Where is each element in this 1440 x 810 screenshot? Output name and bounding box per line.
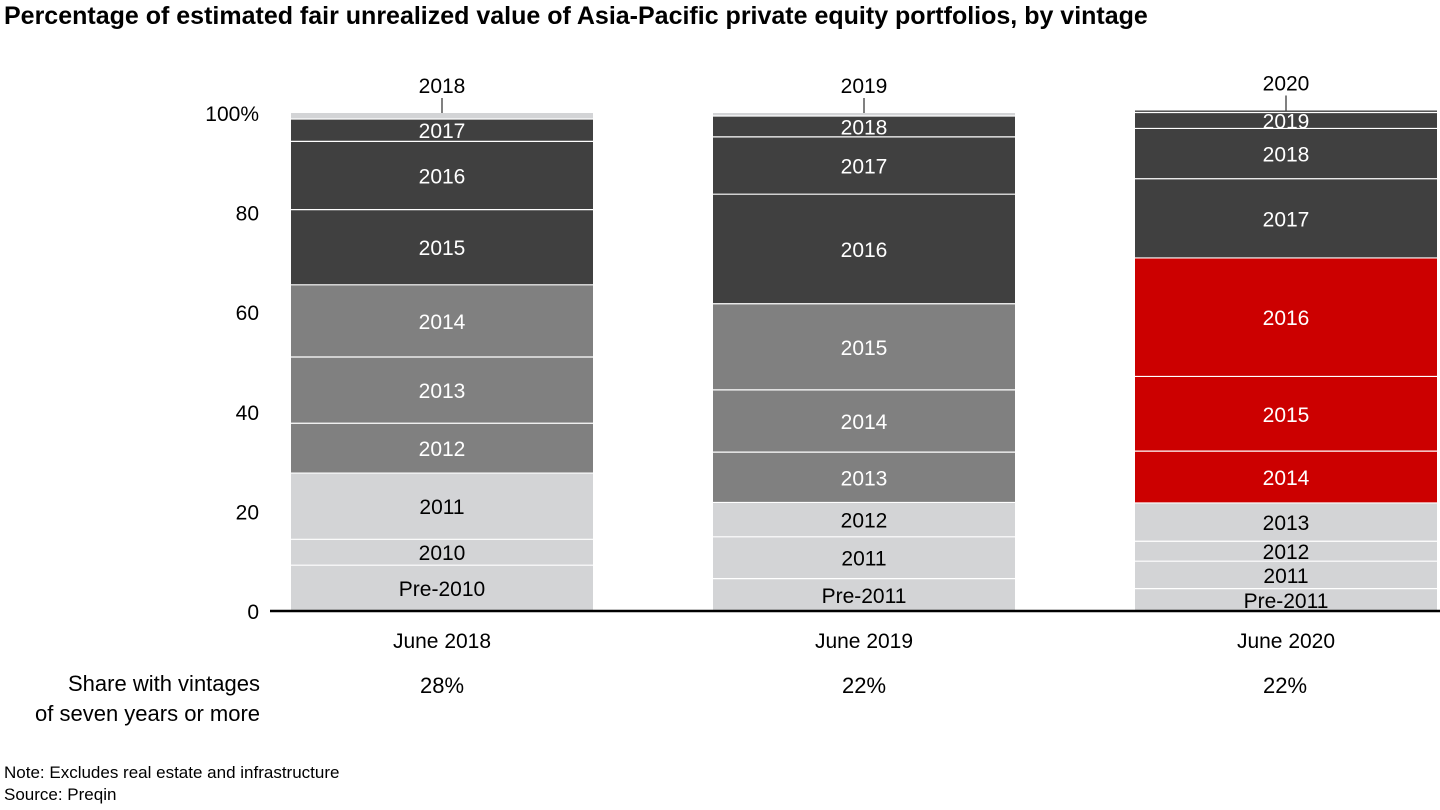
bar-segment: [1135, 561, 1437, 589]
bar-segment: [713, 136, 1015, 195]
segment-label: 2013: [1263, 512, 1310, 535]
segment-label: 2018: [841, 116, 888, 139]
bar-segment: [1135, 541, 1437, 562]
footnotes: Note: Excludes real estate and infrastru…: [4, 762, 339, 806]
bar-segment: [1135, 128, 1437, 179]
bar-segment: [291, 565, 593, 611]
bar-segment: [1135, 112, 1437, 129]
segment-label: 2015: [841, 337, 888, 360]
segment-label: 2014: [419, 311, 466, 334]
segment-label: 2013: [841, 467, 888, 490]
bar-segment: [1135, 451, 1437, 503]
bar-segment: [713, 452, 1015, 503]
share-label-line2: of seven years or more: [35, 701, 260, 726]
segment-label: 2012: [419, 438, 466, 461]
bar-segment: [1135, 110, 1437, 113]
segment-label: 2015: [419, 237, 466, 260]
bar-segment: [713, 115, 1015, 137]
bar-segment: [1135, 376, 1437, 452]
share-value-june-2018: 28%: [419, 673, 465, 698]
y-tick-label: 40: [236, 402, 259, 425]
y-tick-label: 60: [236, 302, 259, 325]
segment-label: 2019: [1263, 110, 1310, 133]
share-label-line1: Share with vintages: [68, 671, 260, 696]
segment-label: 2014: [1263, 467, 1310, 490]
segment-label: 2011: [1263, 565, 1308, 588]
y-tick-label: 20: [236, 501, 259, 524]
segment-label: Pre-2011: [1244, 590, 1329, 613]
bar-segment: [1135, 502, 1437, 542]
segment-label: 2016: [419, 165, 466, 188]
bar-segment: [291, 284, 593, 358]
bar-segment: [291, 118, 593, 142]
y-tick-label: 100%: [205, 103, 259, 126]
segment-label: 2017: [1263, 208, 1310, 231]
bar-segment: [713, 389, 1015, 453]
bar-segment: [291, 423, 593, 474]
bar-segment: [713, 578, 1015, 611]
y-tick-label: 80: [236, 203, 259, 226]
segment-label: 2017: [841, 156, 888, 179]
bar-segment: [291, 473, 593, 540]
x-category-label: June 2020: [1237, 630, 1335, 653]
share-label: Share with vintages of seven years or mo…: [0, 669, 260, 729]
segment-label: Pre-2010: [399, 578, 485, 601]
segment-label: 2020: [1263, 73, 1310, 96]
bar-segment: [291, 113, 593, 119]
chart-title: Percentage of estimated fair unrealized …: [4, 2, 1148, 30]
bar-segment: [713, 536, 1015, 579]
segment-label: Pre-2011: [822, 585, 907, 608]
segment-label: 2010: [419, 542, 466, 565]
bar-segment: [291, 539, 593, 566]
segment-label: 2016: [1263, 307, 1310, 330]
bar-segment: [1135, 257, 1437, 377]
segment-label: 2011: [841, 548, 886, 571]
segment-label: 2018: [419, 75, 466, 98]
segment-label: 2012: [1263, 541, 1310, 564]
segment-label: 2014: [841, 411, 888, 434]
bar-segment: [713, 502, 1015, 537]
x-category-label: June 2018: [393, 630, 491, 653]
note: Note: Excludes real estate and infrastru…: [4, 763, 340, 782]
segment-label: 2016: [841, 239, 888, 262]
y-tick-label: 0: [247, 601, 259, 624]
bar-segment: [291, 141, 593, 210]
segment-label: 2013: [419, 380, 466, 403]
segment-label: 2017: [419, 120, 466, 143]
bar-segment: [713, 194, 1015, 304]
segment-label: 2012: [841, 510, 888, 533]
source: Source: Preqin: [4, 785, 117, 804]
segment-label: 2011: [419, 496, 464, 519]
bar-segment: [713, 303, 1015, 390]
segment-label: 2018: [1263, 144, 1310, 167]
bar-segment: [291, 209, 593, 285]
bar-segment: [1135, 588, 1437, 611]
segment-label: 2015: [1263, 404, 1310, 427]
bar-segment: [713, 113, 1015, 116]
stacked-bar-chart: 020406080100%Pre-20102010201120122013201…: [205, 73, 1440, 653]
bar-segment: [291, 357, 593, 424]
segment-label: 2019: [841, 75, 888, 98]
x-category-label: June 2019: [815, 630, 913, 653]
share-value-june-2019: 22%: [841, 673, 887, 698]
bar-segment: [1135, 178, 1437, 258]
share-value-june-2020: 22%: [1262, 673, 1308, 698]
